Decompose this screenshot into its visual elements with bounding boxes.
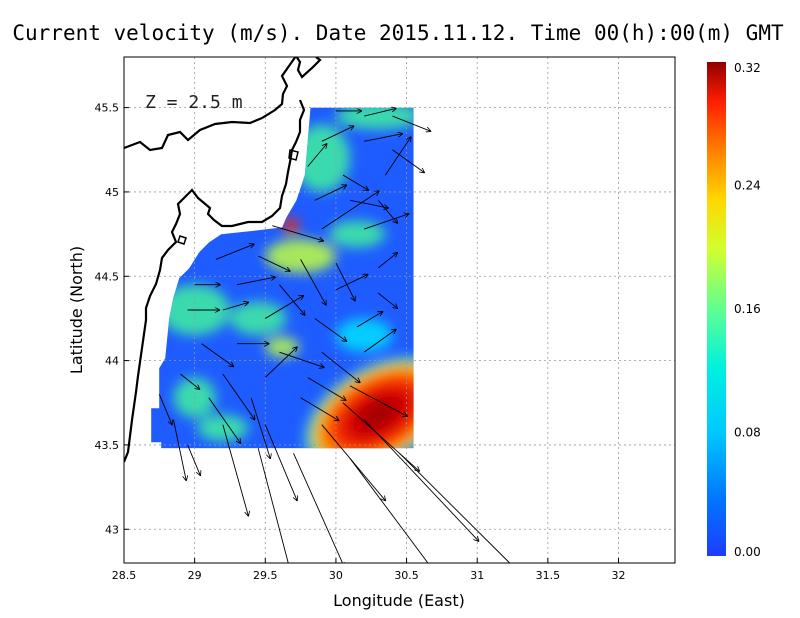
- colorbar-tick-label: 0.16: [734, 302, 761, 316]
- x-tick-label: 30.5: [394, 569, 419, 582]
- velocity-vector: [215, 244, 254, 260]
- velocity-vector: [378, 253, 397, 269]
- velocity-vector: [258, 255, 290, 271]
- y-tick-label: 44.5: [95, 270, 120, 283]
- velocity-vector: [335, 275, 368, 291]
- velocity-vector: [222, 373, 255, 420]
- colorbar-tick-label: 0.24: [734, 179, 761, 193]
- velocity-vector: [272, 225, 323, 241]
- y-axis-ticks: 43 43.5 44 44.5 45 45.5: [95, 102, 129, 536]
- velocity-patch: [328, 220, 386, 248]
- velocity-vector: [307, 377, 346, 400]
- x-tick-label: 31.5: [536, 569, 561, 582]
- depth-annotation: Z = 2.5 m: [145, 92, 243, 113]
- chart-title: Current velocity (m/s). Date 2015.11.12.…: [12, 21, 784, 45]
- velocity-vector: [364, 108, 396, 117]
- y-tick-label: 45.5: [95, 102, 120, 115]
- velocity-vector: [314, 185, 347, 201]
- y-tick-label: 43.5: [95, 439, 120, 452]
- colorbar-tick-label: 0.00: [734, 545, 761, 559]
- colorbar-tick-label: 0.32: [734, 61, 761, 75]
- velocity-vector: [349, 385, 407, 416]
- colorbar-scale: [707, 62, 726, 556]
- velocity-vector: [201, 343, 234, 367]
- velocity-vector: [399, 453, 511, 563]
- velocity-vector: [349, 458, 429, 563]
- velocity-vector: [342, 402, 419, 471]
- velocity-vector: [364, 214, 409, 230]
- velocity-vector: [363, 419, 478, 541]
- y-tick-label: 45: [105, 186, 119, 199]
- velocity-vector: [264, 347, 297, 378]
- velocity-vector: [392, 115, 430, 131]
- velocity-vector: [300, 397, 339, 421]
- colorbar-tick-label: 0.08: [734, 426, 761, 440]
- grid-lines: [124, 57, 675, 563]
- velocity-vector: [300, 259, 326, 305]
- x-tick-label: 30: [329, 569, 343, 582]
- velocity-vector: [349, 199, 388, 208]
- velocity-vector: [363, 329, 396, 353]
- colorbar: 0.00 0.08 0.16 0.24 0.32: [707, 61, 761, 559]
- x-axis-ticks: 28.5 29 29.5 30 30.5 31 31.5 32: [112, 558, 625, 582]
- velocity-vector: [321, 126, 354, 142]
- x-tick-label: 29: [188, 569, 202, 582]
- velocity-vector: [342, 174, 368, 190]
- velocity-vector: [187, 444, 201, 475]
- velocity-vector: [279, 351, 324, 367]
- plot-frame: [123, 56, 676, 564]
- velocity-vector: [250, 397, 270, 459]
- x-tick-label: 31: [470, 569, 484, 582]
- velocity-vector: [180, 373, 200, 389]
- velocity-vector: [321, 191, 379, 230]
- x-tick-label: 29.5: [253, 569, 278, 582]
- velocity-vector: [236, 277, 275, 286]
- velocity-vector: [222, 424, 248, 516]
- velocity-vector: [257, 448, 289, 563]
- colorbar-ticks: 0.00 0.08 0.16 0.24 0.32: [734, 61, 761, 559]
- x-tick-label: 32: [611, 569, 625, 582]
- velocity-vector: [158, 394, 172, 424]
- velocity-vector: [335, 262, 355, 301]
- velocity-vector: [307, 144, 327, 167]
- y-tick-label: 44: [105, 355, 119, 368]
- velocity-vector: [293, 453, 345, 563]
- velocity-patch: [229, 301, 287, 336]
- velocity-vector: [208, 397, 241, 444]
- velocity-vector: [173, 419, 186, 481]
- velocity-vector: [384, 137, 410, 176]
- velocity-vector: [321, 351, 360, 382]
- x-tick-label: 28.5: [112, 569, 137, 582]
- velocity-patch: [265, 239, 336, 273]
- velocity-vector: [264, 424, 297, 501]
- coastline: [124, 57, 322, 463]
- velocity-patch: [197, 414, 249, 442]
- y-tick-label: 43: [105, 523, 119, 536]
- velocity-patch: [335, 318, 393, 353]
- velocity-vector: [222, 302, 248, 311]
- velocity-vector: [364, 134, 402, 142]
- velocity-vector: [377, 200, 397, 223]
- velocity-vector: [265, 296, 303, 319]
- velocity-vector: [356, 312, 382, 328]
- velocity-patch: [265, 336, 300, 358]
- y-axis-title: Latitude (North): [67, 246, 86, 374]
- velocity-vector: [279, 284, 304, 315]
- current-vectors: [158, 108, 511, 563]
- velocity-vector: [392, 149, 424, 173]
- velocity-vector: [378, 292, 397, 308]
- x-axis-title: Longitude (East): [333, 591, 465, 610]
- velocity-vector: [314, 318, 347, 341]
